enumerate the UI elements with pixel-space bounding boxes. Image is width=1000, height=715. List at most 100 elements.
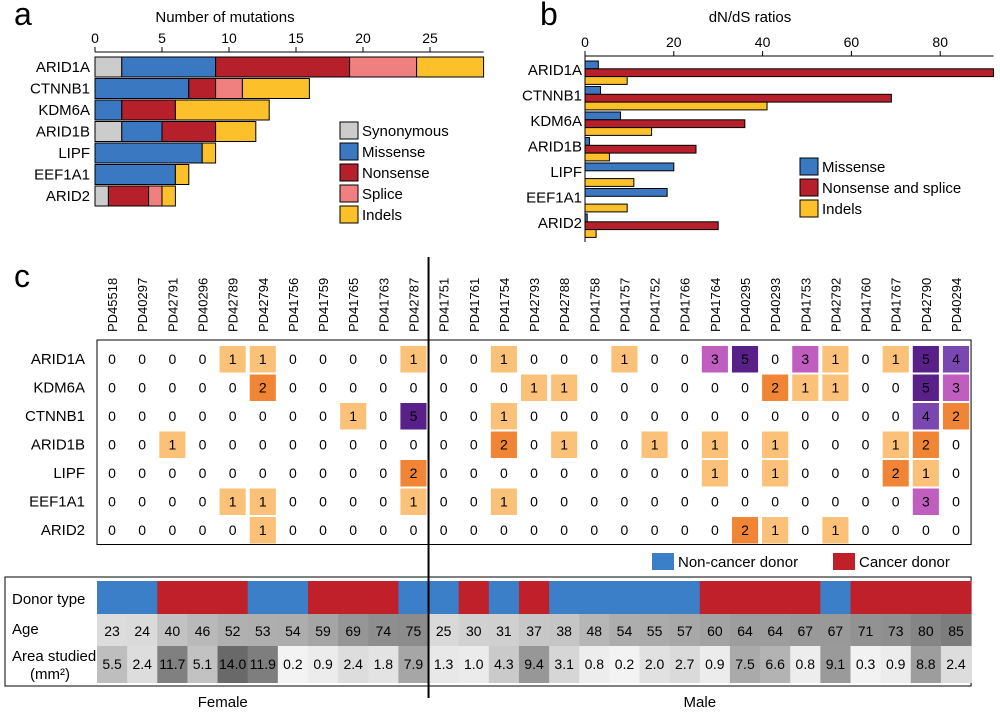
age-cell	[97, 614, 128, 646]
area-value: 8.8	[916, 656, 936, 672]
panel-b-bar-indels	[584, 229, 597, 238]
heatmap-cell-value: 0	[349, 522, 357, 538]
donor-type-cell	[639, 581, 671, 614]
age-value: 80	[918, 623, 934, 639]
heatmap-cell-value: 1	[711, 437, 719, 453]
area-value: 9.1	[826, 656, 846, 672]
heatmap-cell-value: 0	[892, 380, 900, 396]
heatmap-cell	[882, 460, 909, 487]
heatmap-cell	[882, 346, 909, 373]
heatmap-cell-value: 0	[681, 522, 689, 538]
heatmap-cell	[731, 346, 759, 373]
area-value: 11.7	[159, 656, 185, 672]
area-value: 0.9	[886, 656, 906, 672]
heatmap-cell-value: 0	[590, 351, 598, 367]
panel-a-category-label: KDM6A	[38, 102, 90, 119]
heatmap-cell-value: 0	[801, 494, 809, 510]
heatmap-cell-value: 1	[771, 437, 779, 453]
age-cell	[458, 614, 490, 646]
heatmap-cell-value: 1	[259, 522, 267, 538]
heatmap-cell-value: 0	[470, 351, 478, 367]
age-cell	[729, 614, 761, 646]
panel-a-tick-label: 5	[158, 30, 166, 46]
legend-noncancer-label: Non-cancer donor	[678, 554, 798, 571]
heatmap-cell-value: 0	[229, 437, 237, 453]
panel-a-bar-indels	[416, 56, 485, 78]
heatmap-gene-label: LIPF	[53, 465, 85, 482]
heatmap-cell-value: 0	[590, 437, 598, 453]
age-value: 71	[858, 623, 874, 639]
heatmap-cell	[551, 431, 578, 458]
heatmap-cell-value: 0	[108, 408, 116, 424]
age-cell	[940, 614, 972, 646]
panel-a-bar-nonsense	[121, 99, 176, 121]
area-cell	[127, 646, 158, 683]
heatmap-cell-value: 1	[229, 351, 237, 367]
heatmap-cell-value: 0	[229, 408, 237, 424]
area-value: 5.5	[102, 656, 122, 672]
panel-b-category-label: KDM6A	[530, 113, 582, 130]
area-cell	[217, 646, 249, 683]
age-value: 54	[617, 623, 633, 639]
panel-b-category-label: ARID1A	[528, 62, 582, 79]
panel-a-legend-label: Nonsense	[362, 165, 430, 182]
age-value: 31	[496, 623, 512, 639]
heatmap-cell-value: 0	[741, 465, 749, 481]
sample-id-label: PD42790	[919, 278, 934, 332]
age-value: 64	[767, 623, 783, 639]
panel-b-bar-missense	[584, 60, 599, 70]
heatmap-cell-value: 0	[621, 408, 629, 424]
age-value: 38	[556, 623, 572, 639]
area-value: 0.2	[283, 656, 303, 672]
sample-id-label: PD41751	[437, 278, 452, 332]
panel-a-category-label: EEF1A1	[34, 167, 90, 184]
heatmap-cell-value: 0	[530, 437, 538, 453]
heatmap-cell-value: 0	[440, 408, 448, 424]
area-value: 0.8	[796, 656, 816, 672]
heatmap-cell	[942, 403, 970, 430]
sample-id-label: PD40297	[135, 278, 150, 332]
panel-b-bar-nonsense	[584, 144, 697, 154]
heatmap-cell-value: 0	[741, 380, 749, 396]
heatmap-cell	[762, 460, 789, 487]
age-value: 30	[466, 623, 482, 639]
heatmap-cell-value: 0	[651, 465, 659, 481]
sample-id-label: PD42793	[527, 278, 542, 332]
heatmap-frame	[96, 339, 972, 545]
donor-type-cell	[940, 581, 972, 614]
heatmap-cell-value: 4	[952, 351, 960, 367]
heatmap-cell-value: 0	[319, 351, 327, 367]
panel-a-bar-missense	[94, 142, 203, 164]
heatmap-cell-value: 0	[741, 408, 749, 424]
sample-id-label: PD41757	[617, 278, 632, 332]
heatmap-cell-value: 5	[922, 380, 930, 396]
heatmap-cell-value: 0	[410, 380, 418, 396]
age-cell	[518, 614, 550, 646]
donor-type-cell	[157, 581, 188, 614]
panel-b-category-label: CTNNB1	[522, 88, 582, 105]
panel-a-bar-synonymous	[94, 56, 123, 78]
heatmap-cell	[912, 460, 939, 487]
age-label: Age	[12, 621, 39, 638]
heatmap-cell-value: 0	[108, 351, 116, 367]
heatmap-cell-value: 0	[560, 465, 568, 481]
heatmap-cell-value: 0	[681, 408, 689, 424]
age-cell	[307, 614, 339, 646]
heatmap-cell-value: 0	[952, 437, 960, 453]
donor-type-cell	[338, 581, 369, 614]
heatmap-cell-value: 0	[379, 351, 387, 367]
heatmap-cell-value: 0	[229, 522, 237, 538]
area-value: 7.5	[735, 656, 755, 672]
heatmap-cell-value: 0	[862, 408, 870, 424]
panel-a-legend-swatch	[339, 163, 359, 182]
sample-id-label: PD42792	[828, 278, 843, 332]
donor-type-cell	[579, 581, 610, 614]
panel-b-legend-swatch	[799, 157, 819, 176]
heatmap-cell-value: 0	[590, 494, 598, 510]
heatmap-cell-value: 0	[440, 351, 448, 367]
area-cell	[850, 646, 882, 683]
sample-id-label: PD41763	[376, 278, 391, 332]
panel-a-bar-missense	[121, 121, 163, 142]
heatmap-cell-value: 0	[681, 380, 689, 396]
